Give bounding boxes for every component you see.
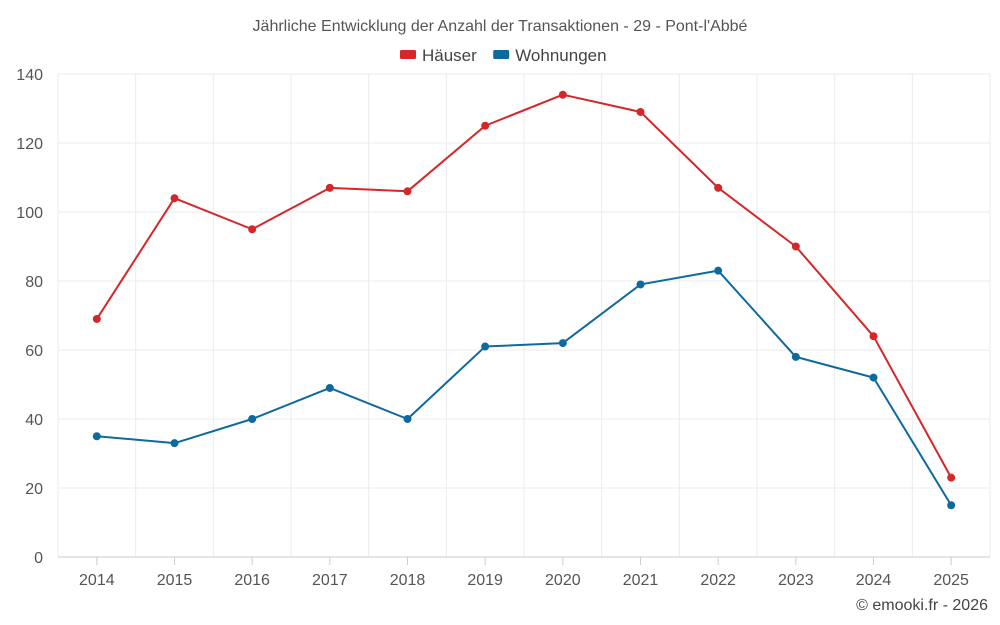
x-tick-label: 2024 <box>856 572 892 589</box>
legend-label: Häuser <box>422 46 477 65</box>
x-tick-label: 2014 <box>79 572 115 589</box>
legend-swatch <box>493 50 510 59</box>
series-0-point[interactable] <box>403 187 412 196</box>
series-1-point[interactable] <box>481 342 490 351</box>
chart-title: Jährliche Entwicklung der Anzahl der Tra… <box>253 18 748 35</box>
x-tick-label: 2023 <box>778 572 814 589</box>
series-1-point[interactable] <box>248 415 257 423</box>
grid <box>57 73 991 557</box>
series-1-point[interactable] <box>325 383 334 392</box>
y-tick-label: 100 <box>16 205 43 222</box>
x-axis: 2014 2015 2016 2017 2018 2019 2020 2021 2022 2023… <box>58 556 990 589</box>
series-0-point[interactable] <box>558 90 567 99</box>
series-0-point[interactable] <box>325 183 334 192</box>
series-1-point[interactable] <box>403 415 412 423</box>
series-0-point[interactable] <box>791 242 800 251</box>
x-tick-label: 2021 <box>623 572 659 589</box>
legend-item-1[interactable]: Wohnungen <box>493 46 607 65</box>
series-0-point[interactable] <box>636 107 645 116</box>
series-1-point[interactable] <box>947 501 956 510</box>
series-0-point[interactable] <box>92 314 101 323</box>
series-0-point[interactable] <box>170 194 179 203</box>
y-axis: 0 20 40 60 80 100 120 140 <box>16 67 43 567</box>
series-0-point[interactable] <box>947 473 956 482</box>
series-1-point[interactable] <box>791 352 800 361</box>
series-1-point[interactable] <box>869 373 878 382</box>
y-tick-label: 20 <box>25 481 43 498</box>
series-1-point[interactable] <box>170 439 179 448</box>
x-tick-label: 2015 <box>157 572 193 589</box>
series-1-point[interactable] <box>92 432 101 441</box>
x-tick-label: 2022 <box>700 572 736 589</box>
credit-text: © emooki.fr - 2026 <box>856 597 988 614</box>
x-tick-label: 2025 <box>933 572 969 589</box>
series-1-point[interactable] <box>636 280 645 289</box>
x-tick-label: 2017 <box>312 572 348 589</box>
legend: Häuser Wohnungen <box>400 46 607 65</box>
series-1-point[interactable] <box>558 339 567 348</box>
series-1-line <box>96 269 953 506</box>
y-tick-label: 0 <box>34 550 43 567</box>
y-tick-label: 60 <box>25 343 43 360</box>
series-0-line <box>95 93 953 479</box>
legend-swatch <box>400 50 416 59</box>
x-tick-label: 2018 <box>390 572 426 589</box>
y-tick-label: 80 <box>25 274 43 291</box>
x-tick-label: 2020 <box>545 572 581 589</box>
legend-label: Wohnungen <box>515 46 606 65</box>
series-0-point[interactable] <box>869 332 878 341</box>
series-1-point[interactable] <box>714 266 723 275</box>
series-0-point[interactable] <box>481 121 490 130</box>
y-tick-label: 140 <box>16 67 43 84</box>
y-tick-label: 40 <box>25 412 43 429</box>
x-tick-label: 2016 <box>234 572 270 589</box>
x-tick-label: 2019 <box>467 572 503 589</box>
series-layer <box>92 90 956 510</box>
series-0-point[interactable] <box>248 225 257 234</box>
y-tick-label: 120 <box>16 136 43 153</box>
legend-item-0[interactable]: Häuser <box>400 46 477 65</box>
series-0-point[interactable] <box>714 183 723 192</box>
